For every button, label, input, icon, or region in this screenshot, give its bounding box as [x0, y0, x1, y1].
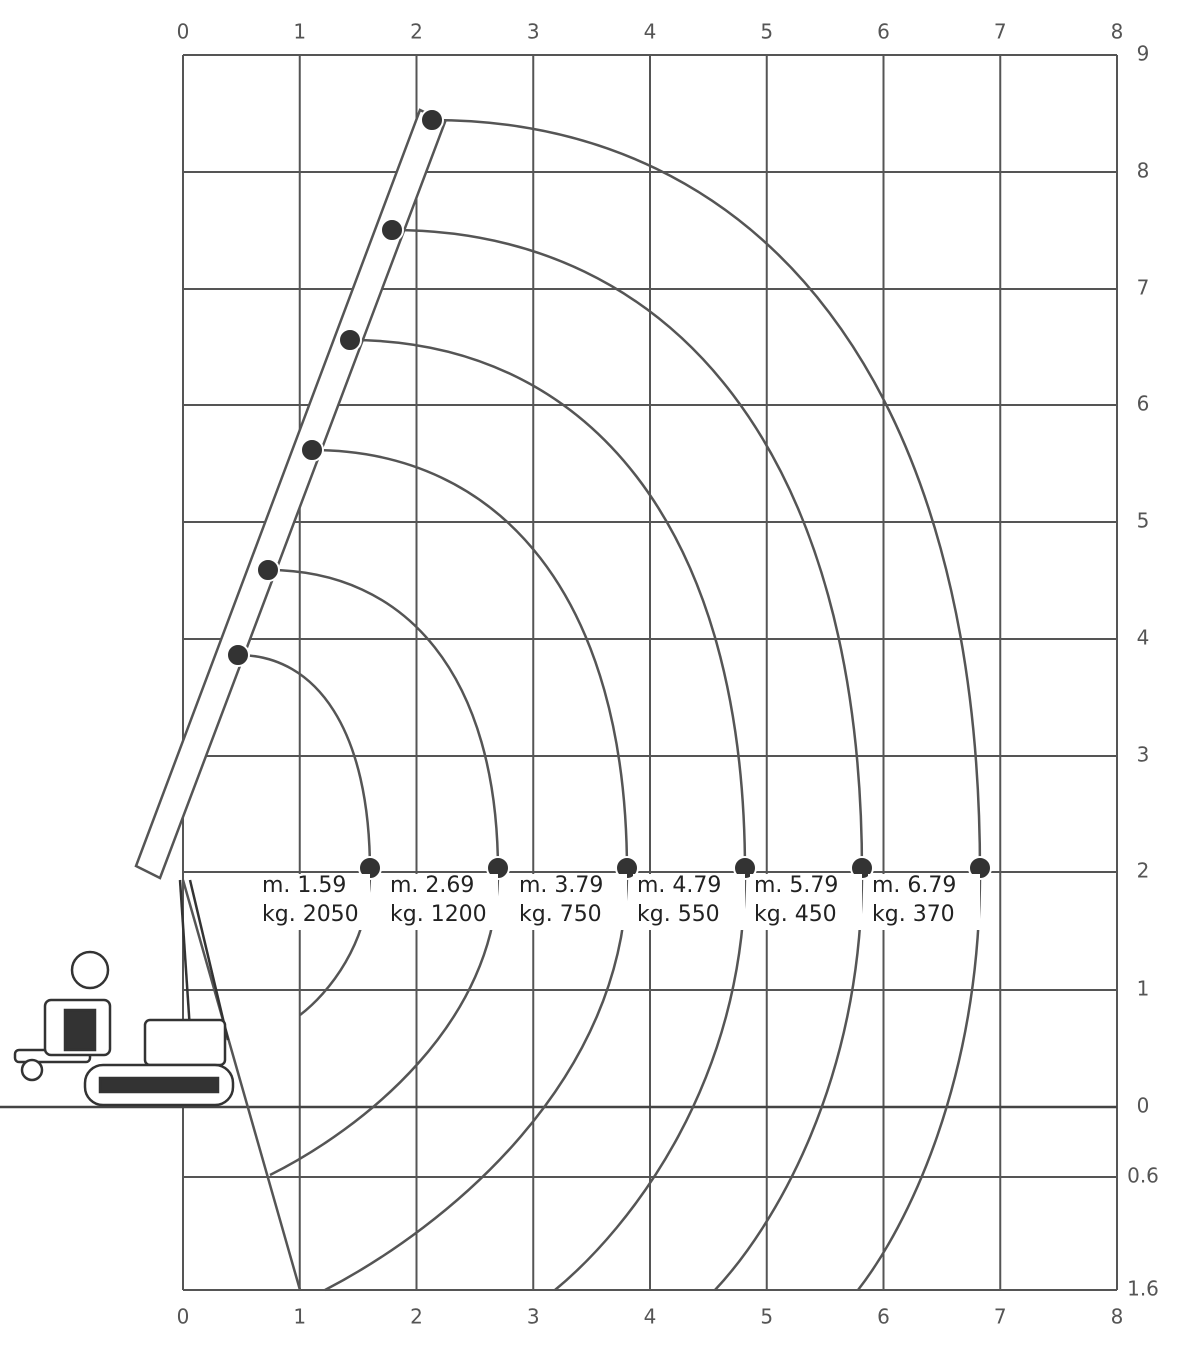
bottom-axis-label: 3 [527, 1305, 540, 1329]
boom [134, 108, 447, 880]
right-axis-label: 1.6 [1127, 1277, 1159, 1301]
load-arc [237, 653, 372, 1016]
boom-pin [256, 558, 280, 582]
right-axis-label: 0 [1137, 1094, 1150, 1118]
bottom-axis-label: 1 [293, 1305, 306, 1329]
bottom-axis-label: 6 [877, 1305, 890, 1329]
bottom-axis-label: 8 [1111, 1305, 1124, 1329]
boom-pin [380, 218, 404, 242]
load-reach: m. 3.79 [519, 873, 603, 898]
top-axis-label: 5 [760, 20, 773, 44]
top-axis-label: 7 [994, 20, 1007, 44]
load-arc [431, 118, 982, 1291]
load-label-bg [868, 874, 980, 930]
crane-body [13, 879, 235, 1107]
bottom-axis-label: 4 [644, 1305, 657, 1329]
right-axis-label: 8 [1137, 159, 1150, 183]
grid [182, 54, 1118, 1291]
boom-pin [226, 643, 250, 667]
load-reach: m. 5.79 [754, 873, 838, 898]
load-label-bg [515, 874, 627, 930]
load-label-bg [750, 874, 862, 930]
load-label-bg [386, 874, 498, 930]
right-axis-label: 7 [1137, 276, 1150, 300]
right-axis-label: 3 [1137, 743, 1150, 767]
reach-line [181, 879, 302, 1291]
top-axis-label: 3 [527, 20, 540, 44]
right-axis-label: 5 [1137, 509, 1150, 533]
bottom-axis-label: 7 [994, 1305, 1007, 1329]
load-arc [391, 228, 864, 1291]
load-label-bg [633, 874, 745, 930]
top-axis-label: 2 [410, 20, 423, 44]
right-axis-label: 2 [1137, 859, 1150, 883]
right-axis-label: 9 [1137, 42, 1150, 66]
bottom-axis-label: 5 [760, 1305, 773, 1329]
load-weight: kg. 450 [754, 902, 837, 927]
top-axis-label: 8 [1111, 20, 1124, 44]
load-weight: kg. 550 [637, 902, 720, 927]
load-reach: m. 6.79 [872, 873, 956, 898]
load-label-bg [258, 874, 370, 930]
load-weight: kg. 370 [872, 902, 955, 927]
load-reach: m. 4.79 [637, 873, 721, 898]
load-weight: kg. 1200 [390, 902, 487, 927]
bottom-axis-label: 0 [177, 1305, 190, 1329]
boom-pin [300, 438, 324, 462]
top-axis-label: 1 [293, 20, 306, 44]
load-arc [349, 338, 747, 1291]
boom-pin [420, 108, 444, 132]
right-axis-label: 1 [1137, 977, 1150, 1001]
right-axis-label: 0.6 [1127, 1164, 1159, 1188]
load-reach: m. 2.69 [390, 873, 474, 898]
bottom-axis-label: 2 [410, 1305, 423, 1329]
top-axis-label: 0 [177, 20, 190, 44]
boom-pin [338, 328, 362, 352]
load-weight: kg. 750 [519, 902, 602, 927]
top-axis-label: 6 [877, 20, 890, 44]
load-weight: kg. 2050 [262, 902, 359, 927]
load-reach: m. 1.59 [262, 873, 346, 898]
top-axis-label: 4 [644, 20, 657, 44]
right-axis-label: 4 [1137, 626, 1150, 650]
right-axis-label: 6 [1137, 392, 1150, 416]
